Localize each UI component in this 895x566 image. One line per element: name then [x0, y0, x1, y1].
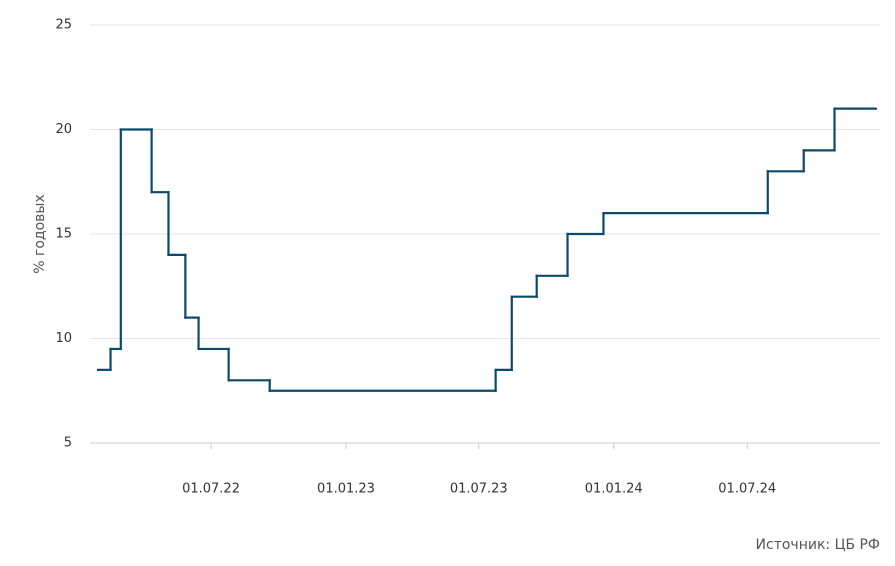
- y-tick-label: 25: [55, 18, 72, 33]
- y-axis-label: % годовых: [32, 194, 48, 274]
- x-tick-label: 01.01.24: [585, 482, 643, 497]
- y-tick-label: 10: [55, 331, 72, 346]
- source-note: Источник: ЦБ РФ: [756, 537, 880, 553]
- x-tick-label: 01.01.23: [317, 482, 375, 497]
- y-tick-label: 5: [64, 436, 72, 451]
- x-tick-label: 01.07.23: [450, 482, 508, 497]
- y-tick-label: 15: [55, 227, 72, 242]
- y-tick-label: 20: [55, 122, 72, 137]
- x-tick-label: 01.07.22: [182, 482, 240, 497]
- x-tick-label: 01.07.24: [718, 482, 776, 497]
